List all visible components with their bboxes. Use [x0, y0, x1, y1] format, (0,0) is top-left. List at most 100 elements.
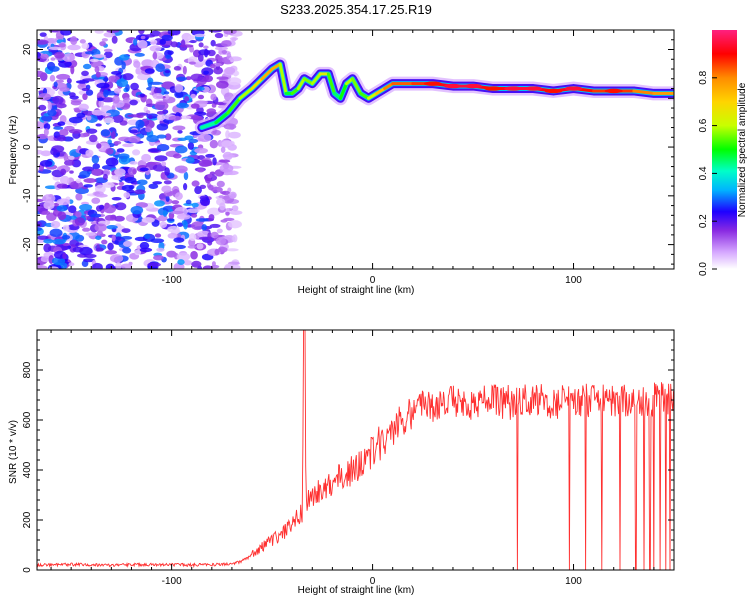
noise-blob: [75, 211, 82, 218]
ridge-segment: [632, 89, 656, 95]
snr-x-tick-label: -100: [162, 576, 182, 587]
noise-blob: [199, 195, 207, 200]
colorbar-tick-label: 0.6: [698, 118, 709, 132]
noise-blob: [179, 115, 192, 120]
noise-blob: [190, 103, 200, 109]
noise-blob: [189, 40, 197, 44]
noise-blob: [110, 131, 116, 139]
noise-blob: [148, 161, 162, 166]
noise-blob: [174, 165, 188, 173]
noise-blob: [122, 247, 132, 254]
noise-blob: [83, 258, 96, 263]
noise-blob: [37, 70, 45, 78]
noise-blob: [141, 153, 152, 163]
noise-blob: [139, 247, 153, 253]
noise-blob: [103, 117, 115, 124]
noise-blob: [37, 265, 48, 269]
noise-blob: [78, 133, 88, 138]
noise-blob: [37, 235, 49, 240]
noise-blob: [228, 220, 242, 229]
noise-blob: [179, 44, 194, 48]
noise-blob: [62, 252, 67, 260]
noise-blob: [57, 211, 67, 221]
noise-blob: [152, 181, 163, 185]
noise-blob: [86, 115, 92, 121]
noise-blob: [209, 223, 221, 228]
noise-blob: [98, 100, 104, 108]
colorbar-axis: 0.0 0.2 0.4 0.6 0.8: [698, 70, 717, 276]
noise-blob: [141, 59, 154, 68]
noise-blob: [123, 240, 133, 247]
noise-blob: [70, 36, 78, 45]
noise-blob: [197, 94, 205, 100]
ridge-segment: [326, 72, 336, 95]
noise-blob: [72, 246, 84, 253]
ridge-segment: [383, 82, 395, 91]
noise-blob: [223, 123, 237, 130]
noise-blob: [104, 51, 113, 59]
noise-blob: [94, 223, 107, 232]
noise-blob: [91, 154, 100, 164]
noise-blob: [132, 168, 137, 175]
noise-blob: [200, 200, 210, 207]
noise-blob: [39, 32, 47, 37]
spectrogram-y-tick-label: 20: [22, 44, 33, 56]
noise-blob: [79, 204, 93, 211]
noise-blob: [62, 242, 71, 247]
noise-blob: [228, 56, 242, 62]
noise-blob: [135, 68, 141, 75]
noise-blob: [225, 248, 239, 252]
noise-blob: [190, 93, 196, 99]
noise-blob: [91, 262, 103, 269]
spectrogram-x-tick-label: 0: [370, 275, 376, 286]
noise-blob: [144, 68, 155, 74]
colorbar-tick-label: 0.2: [698, 214, 709, 228]
noise-blob: [39, 159, 53, 167]
noise-blob: [47, 102, 52, 111]
noise-blob: [121, 184, 134, 192]
ridge-segment: [375, 87, 387, 95]
noise-blob: [81, 70, 89, 77]
noise-blob: [177, 222, 184, 227]
noise-blob: [172, 153, 182, 159]
noise-blob: [92, 54, 106, 58]
noise-blob: [102, 182, 115, 188]
noise-blob: [149, 45, 162, 52]
noise-blob: [155, 63, 166, 73]
noise-blob: [136, 114, 144, 119]
noise-blob: [129, 161, 138, 165]
noise-blob: [75, 80, 90, 84]
spectrogram-y-tick-label: 0: [22, 144, 33, 150]
noise-blob: [185, 76, 192, 81]
noise-blob: [95, 247, 104, 252]
noise-blob: [59, 175, 70, 185]
noise-blob: [70, 100, 82, 106]
noise-blob: [37, 198, 44, 203]
noise-blob: [62, 224, 70, 232]
figure-title: S233.2025.354.17.25.R19: [280, 2, 432, 17]
snr-y-tick-label: 400: [22, 461, 33, 478]
noise-blob: [49, 90, 56, 96]
noise-blob: [231, 205, 239, 212]
noise-blob: [203, 45, 209, 49]
noise-blob: [161, 34, 173, 41]
noise-blob: [162, 209, 168, 217]
noise-blob: [136, 179, 148, 186]
noise-blob: [187, 245, 197, 249]
noise-blob: [132, 149, 141, 156]
noise-blob: [191, 202, 199, 208]
noise-blob: [134, 249, 142, 256]
noise-blob: [176, 76, 187, 82]
noise-blob: [47, 108, 57, 117]
noise-blob: [38, 104, 47, 111]
spectrogram-y-axis-label: Frequency (Hz): [8, 116, 19, 185]
noise-blob: [111, 35, 118, 44]
ridge-peak: [524, 86, 543, 91]
noise-blob: [37, 221, 42, 228]
ridge-segment: [350, 77, 363, 95]
ridge-segment: [359, 91, 371, 100]
noise-blob: [140, 35, 146, 40]
noise-blob: [134, 52, 145, 57]
noise-blob: [191, 260, 202, 268]
noise-blob: [108, 75, 120, 83]
